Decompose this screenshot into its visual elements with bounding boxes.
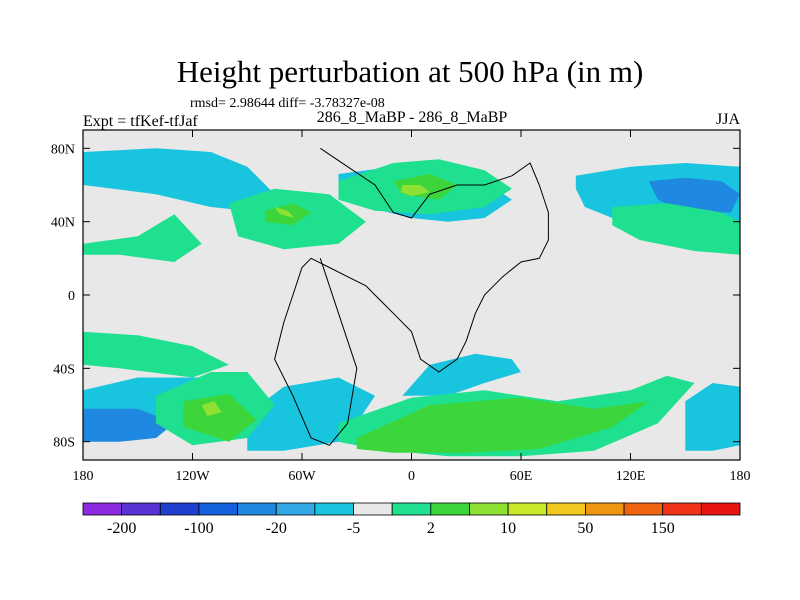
x-axis: 180 120W 60W 0 60E 120E 180 xyxy=(73,130,751,484)
contour-region-7 xyxy=(402,353,521,396)
colorbar-box-15 xyxy=(662,502,702,516)
colorbar-label-6: 50 xyxy=(577,520,593,537)
colorbar-label-5: 10 xyxy=(500,520,516,537)
x-tick-label-0: 180 xyxy=(73,469,94,484)
x-tick-label-4: 60E xyxy=(510,469,533,484)
contour-region-16 xyxy=(183,394,257,442)
colorbar-box-7 xyxy=(353,502,393,516)
x-tick-label-6: 180 xyxy=(730,469,751,484)
contour-region-12 xyxy=(612,203,740,255)
contour-region-3 xyxy=(648,177,740,213)
colorbar: -200 -100 -20 -5 2 10 50 150 xyxy=(82,502,741,537)
colorbar-box-1 xyxy=(121,502,161,516)
y-tick-label-1: 40N xyxy=(51,216,75,231)
colorbar-box-11 xyxy=(507,502,548,516)
contour-region-6 xyxy=(83,408,175,442)
y-tick-label-2: 0 xyxy=(68,289,75,304)
x-tick-label-2: 60W xyxy=(288,469,316,484)
colorbar-label-3: -5 xyxy=(347,520,360,537)
contour-regions xyxy=(83,148,740,457)
case-label: 286_8_MaBP - 286_8_MaBP xyxy=(317,109,508,126)
colorbar-label-0: -200 xyxy=(107,520,136,537)
colorbar-label-1: -100 xyxy=(184,520,213,537)
colorbar-box-0 xyxy=(82,502,123,516)
colorbar-box-16 xyxy=(700,502,741,516)
contour-region-9 xyxy=(83,214,202,262)
colorbar-box-6 xyxy=(314,502,354,516)
chart-title: Height perturbation at 500 hPa (in m) xyxy=(177,54,644,89)
colorbar-box-2 xyxy=(159,502,200,516)
colorbar-box-13 xyxy=(585,502,625,516)
x-tick-label-1: 120W xyxy=(175,469,210,484)
contour-region-13 xyxy=(83,331,229,378)
plot-area xyxy=(82,129,741,461)
colorbar-box-3 xyxy=(198,502,238,516)
x-tick-label-3: 0 xyxy=(408,469,415,484)
colorbar-box-14 xyxy=(623,502,664,516)
colorbar-label-2: -20 xyxy=(266,520,287,537)
colorbar-label-4: 2 xyxy=(427,520,435,537)
contour-region-21 xyxy=(274,207,295,218)
y-tick-label-0: 80N xyxy=(51,142,75,157)
colorbar-box-5 xyxy=(275,502,316,516)
contour-region-0 xyxy=(83,148,284,213)
y-tick-label-4: 80S xyxy=(53,436,75,451)
contour-region-8 xyxy=(685,383,740,451)
contour-region-17 xyxy=(356,397,649,453)
colorbar-box-9 xyxy=(430,502,470,516)
colorbar-box-8 xyxy=(391,502,432,516)
contour-region-20 xyxy=(400,185,430,196)
x-tick-label-5: 120E xyxy=(616,469,646,484)
stats-label: rmsd= 2.98644 diff= -3.78327e-08 xyxy=(190,96,385,111)
colorbar-box-4 xyxy=(237,502,277,516)
colorbar-box-10 xyxy=(469,502,509,516)
colorbar-box-12 xyxy=(546,502,586,516)
y-tick-label-3: 40S xyxy=(53,362,75,377)
colorbar-label-7: 150 xyxy=(651,520,675,537)
contour-region-22 xyxy=(201,401,222,416)
experiment-label: Expt = tfKef-tfJaf xyxy=(83,113,198,130)
coastline xyxy=(274,147,549,446)
season-label: JJA xyxy=(716,111,740,128)
y-axis: 80N 40N 0 40S 80S xyxy=(51,142,740,451)
